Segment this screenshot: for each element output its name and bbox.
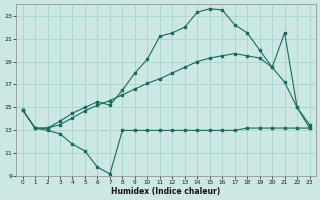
X-axis label: Humidex (Indice chaleur): Humidex (Indice chaleur): [111, 187, 221, 196]
